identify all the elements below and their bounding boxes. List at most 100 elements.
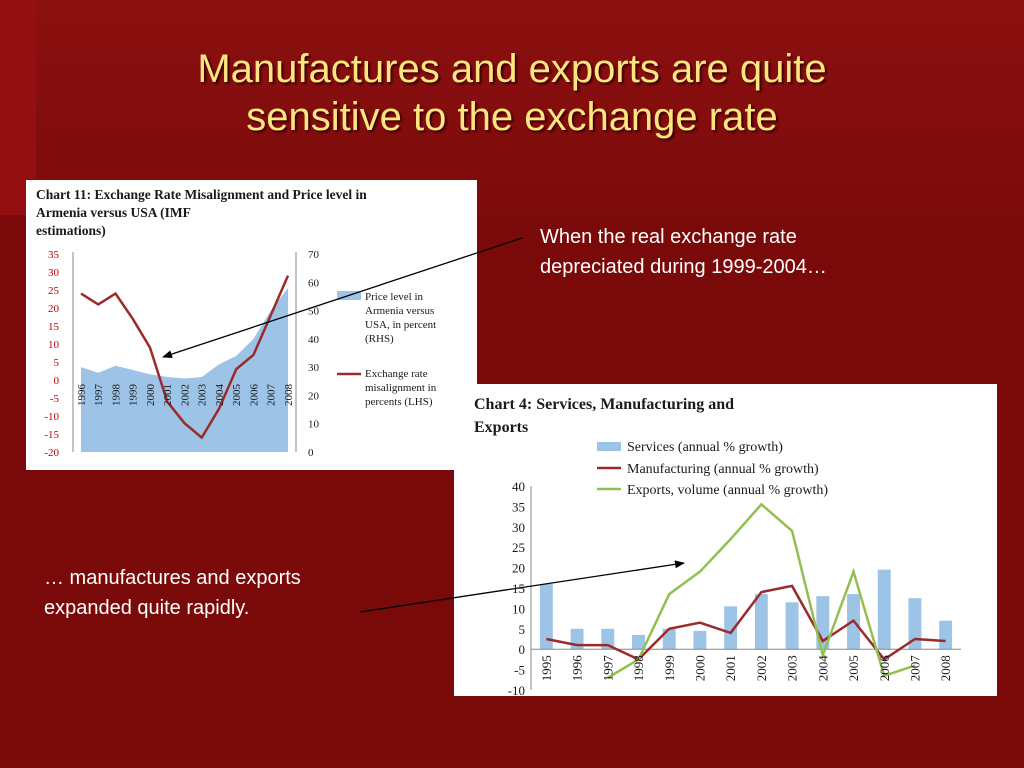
slide-title-line-1: Manufactures and exports are quite (197, 47, 827, 91)
chart-11-year-label: 2006 (248, 384, 260, 407)
caption-manufactures-line-1: … manufactures and exports (44, 567, 301, 589)
chart-11-title-line-3: estimations) (36, 223, 106, 238)
caption-exchange-rate-line-2: depreciated during 1999-2004… (540, 256, 827, 278)
chart-11-legend-area-label: (RHS) (365, 333, 394, 345)
chart-11-left-tick: 5 (54, 357, 60, 369)
chart-11-year-label: 2003 (197, 384, 209, 407)
chart-4-y-tick: 35 (512, 499, 525, 514)
chart-11-year-label: 2001 (162, 384, 174, 406)
chart-4-year-label: 2002 (754, 655, 769, 681)
chart-4-year-label: 1995 (539, 655, 554, 681)
chart-11-svg: Chart 11: Exchange Rate Misalignment and… (36, 187, 437, 459)
chart-4-services-bar (724, 606, 738, 650)
chart-4-legend: Services (annual % growth) Manufacturing … (597, 440, 828, 498)
chart-11-legend-line-label: misalignment in (365, 382, 437, 394)
chart-11-left-tick: -20 (44, 447, 59, 459)
chart-4-year-label: 2003 (785, 655, 800, 681)
chart-4-services-bar (877, 569, 891, 650)
chart-4-legend-exports-label: Exports, volume (annual % growth) (627, 483, 828, 498)
chart-11-right-tick: 70 (308, 249, 320, 261)
chart-11-left-tick: 10 (48, 339, 60, 351)
chart-4-y-tick: -5 (514, 663, 525, 678)
chart-4-year-label: 1999 (662, 655, 677, 681)
chart-11-year-label: 2002 (179, 384, 191, 406)
chart-4-services-bar (754, 594, 768, 650)
chart-4-year-label: 2000 (692, 655, 707, 681)
background-left-band (0, 0, 36, 215)
chart-11-right-tick: 30 (308, 362, 320, 374)
chart-4-services-bar (662, 628, 676, 650)
chart-11-left-tick: 30 (48, 267, 60, 279)
chart-11-right-tick: 10 (308, 419, 320, 431)
chart-4-y-tick: 5 (519, 622, 526, 637)
chart-4-y-tick: 0 (519, 642, 526, 657)
chart-11-title-line-2: Armenia versus USA (IMF (36, 205, 191, 220)
chart-11-right-tick: 40 (308, 334, 320, 346)
chart-11-plot: -20 -15 -10 -5 0 5 10 15 20 25 30 35 0 10 20 30 40 50 60 70… (44, 249, 319, 459)
arrow-to-chart-11 (162, 237, 523, 358)
caption-exchange-rate-line-1: When the real exchange rate (540, 226, 797, 248)
chart-11-year-label: 2007 (266, 384, 278, 407)
chart-11-panel: Chart 11: Exchange Rate Misalignment and… (26, 180, 477, 470)
chart-11-legend-line-label: percents (LHS) (365, 396, 433, 408)
chart-11-legend: Price level in Armenia versus USA, in perc… (337, 291, 437, 408)
chart-4-year-label: 1996 (570, 655, 585, 682)
chart-4-year-label: 2008 (938, 655, 953, 681)
chart-4-year-label: 2001 (723, 655, 738, 681)
chart-4-services-bar (693, 630, 707, 650)
chart-11-left-tick: 0 (54, 375, 60, 387)
chart-11-year-label: 2004 (214, 384, 226, 407)
chart-4-year-label: 1998 (631, 655, 646, 681)
caption-exchange-rate: When the real exchange rate depreciated … (540, 222, 827, 282)
chart-11-price-level-area (81, 287, 288, 452)
chart-11-right-tick: 60 (308, 277, 320, 289)
chart-11-year-label: 2008 (283, 384, 295, 407)
slide-title-line-2: sensitive to the exchange rate (246, 95, 778, 139)
arrow-to-chart-4 (359, 560, 685, 613)
chart-4-title-line-2: Exports (474, 419, 528, 436)
background-top-band (0, 0, 1024, 215)
chart-11-year-label: 1998 (110, 384, 122, 407)
chart-11-year-label: 1999 (128, 384, 140, 407)
chart-11-left-tick: -15 (44, 429, 59, 441)
chart-11-left-tick: 15 (48, 321, 60, 333)
chart-11-year-label: 2000 (145, 384, 157, 407)
chart-11-title-line-1: Chart 11: Exchange Rate Misalignment and… (36, 187, 367, 202)
chart-4-y-tick: 20 (512, 561, 525, 576)
caption-manufactures-exports: … manufactures and exports expanded quit… (44, 563, 301, 623)
chart-4-svg: Chart 4: Services, Manufacturing and Exp… (474, 396, 961, 698)
chart-4-legend-manufacturing-label: Manufacturing (annual % growth) (627, 462, 819, 477)
chart-4-panel: Chart 4: Services, Manufacturing and Exp… (454, 384, 997, 698)
chart-11-right-tick: 20 (308, 390, 320, 402)
chart-4-year-label: 2004 (815, 655, 830, 682)
chart-4-y-tick: -10 (508, 683, 525, 696)
chart-11-year-label: 2005 (231, 384, 243, 407)
chart-4-y-tick: 25 (512, 540, 525, 555)
chart-4-services-bar (785, 602, 799, 650)
chart-4-year-label: 2005 (846, 655, 861, 681)
chart-11-left-tick: 25 (48, 285, 60, 297)
chart-11-right-tick: 50 (308, 306, 320, 318)
chart-11-legend-area-label: USA, in percent (365, 319, 436, 331)
chart-11-legend-area-label: Armenia versus (365, 305, 434, 317)
chart-4-legend-services-label: Services (annual % growth) (627, 440, 783, 455)
chart-4-year-label: 2006 (877, 655, 892, 682)
chart-11-year-label: 1997 (93, 384, 105, 407)
chart-11-left-tick: 35 (48, 249, 60, 261)
chart-11-right-tick: 0 (308, 447, 314, 459)
chart-11-left-tick: 20 (48, 303, 60, 315)
chart-11-year-label: 1996 (76, 384, 88, 407)
chart-4-year-label: 2007 (907, 655, 922, 682)
chart-4-legend-services-swatch (597, 442, 621, 451)
chart-4-y-tick: 40 (512, 479, 525, 494)
chart-4-services-bar (908, 598, 922, 650)
chart-4-exports-line (607, 502, 916, 679)
chart-11-legend-area-label: Price level in (365, 291, 424, 303)
chart-11-misalignment-line (80, 275, 290, 440)
chart-4-title-line-1: Chart 4: Services, Manufacturing and (474, 396, 734, 413)
slide-title: Manufactures and exports are quite sensi… (0, 45, 1024, 141)
chart-11-legend-line-label: Exchange rate (365, 368, 428, 380)
caption-manufactures-line-2: expanded quite rapidly. (44, 597, 250, 619)
chart-11-left-tick: -10 (44, 411, 59, 423)
